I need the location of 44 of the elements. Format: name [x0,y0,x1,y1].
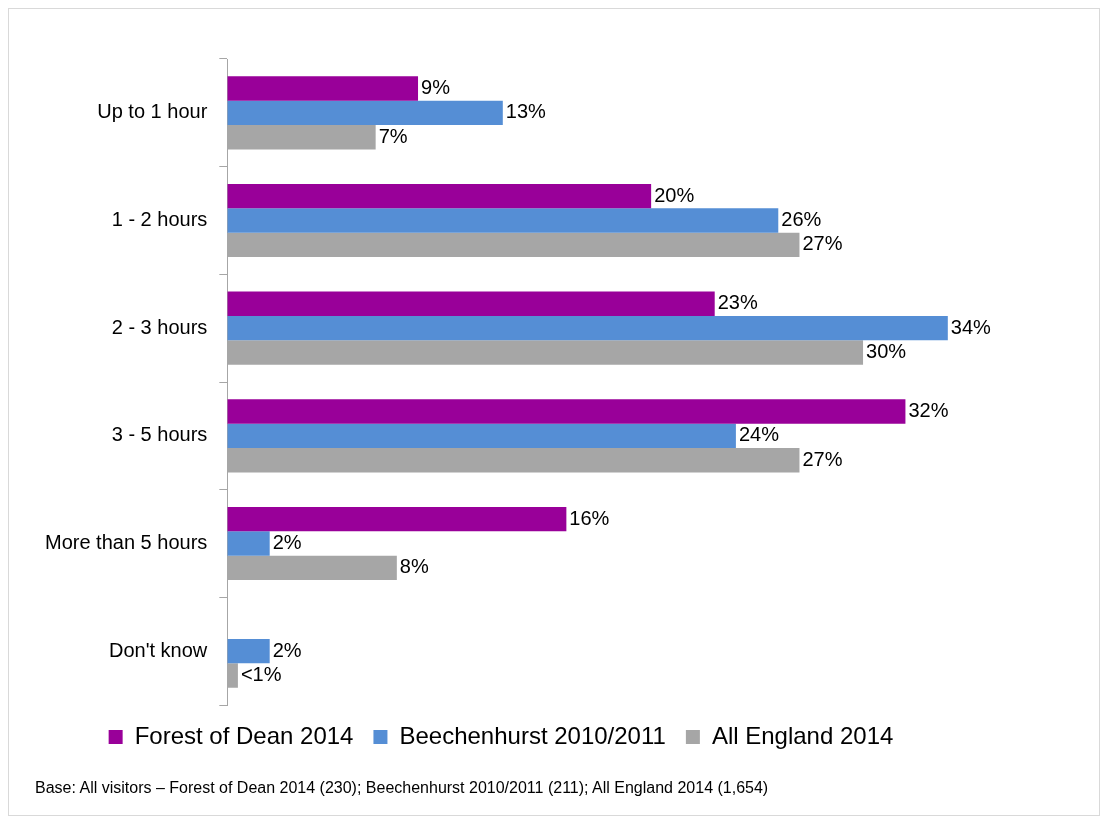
bar [227,448,800,473]
bar [227,663,238,688]
data-label: 13% [505,100,547,123]
data-label: 32% [908,398,949,421]
bar [227,531,270,556]
data-label: 30% [866,340,907,363]
bar [227,183,652,209]
data-label: 8% [399,555,429,578]
bar [227,291,715,316]
bar [227,555,397,581]
bar [227,506,567,532]
data-label: 20% [654,183,695,206]
text: Base: All visitors – Forest of Dean 2014 (230); Beechenhurst 2010/2011 (211); All England 2014 (1,654) [35,779,769,797]
bar [227,125,376,150]
bar [227,638,270,664]
bar [227,232,800,258]
data-label: 34% [950,315,992,338]
bar [227,315,948,341]
legend-label: Beechenhurst 2010/2011 [399,721,666,749]
legend-label: All England 2014 [711,721,894,749]
data-label: 16% [569,506,610,529]
bar [227,208,779,233]
y-tick-label: 2 - 3 hours [111,315,208,338]
bar [227,100,503,126]
data-label: 2% [272,638,302,661]
bar [227,76,419,101]
bar [227,340,864,365]
data-label: 2% [272,531,302,554]
y-tick-label: More than 5 hours [44,531,208,554]
y-tick-label: 1 - 2 hours [111,208,208,231]
data-label: 9% [421,75,451,98]
bar [227,423,736,449]
data-label: 24% [738,423,780,446]
data-label: 7% [378,124,408,147]
data-label: 27% [802,447,843,470]
y-tick-label: Don't know [109,638,208,661]
data-label: 23% [717,291,758,314]
y-tick-label: Up to 1 hour [97,100,208,123]
data-label: 26% [781,208,822,231]
y-tick-label: 3 - 5 hours [111,423,208,446]
bar [227,399,906,424]
data-label: 27% [802,232,843,255]
data-label: <1% [240,663,282,686]
legend-label: Forest of Dean 2014 [134,721,354,749]
